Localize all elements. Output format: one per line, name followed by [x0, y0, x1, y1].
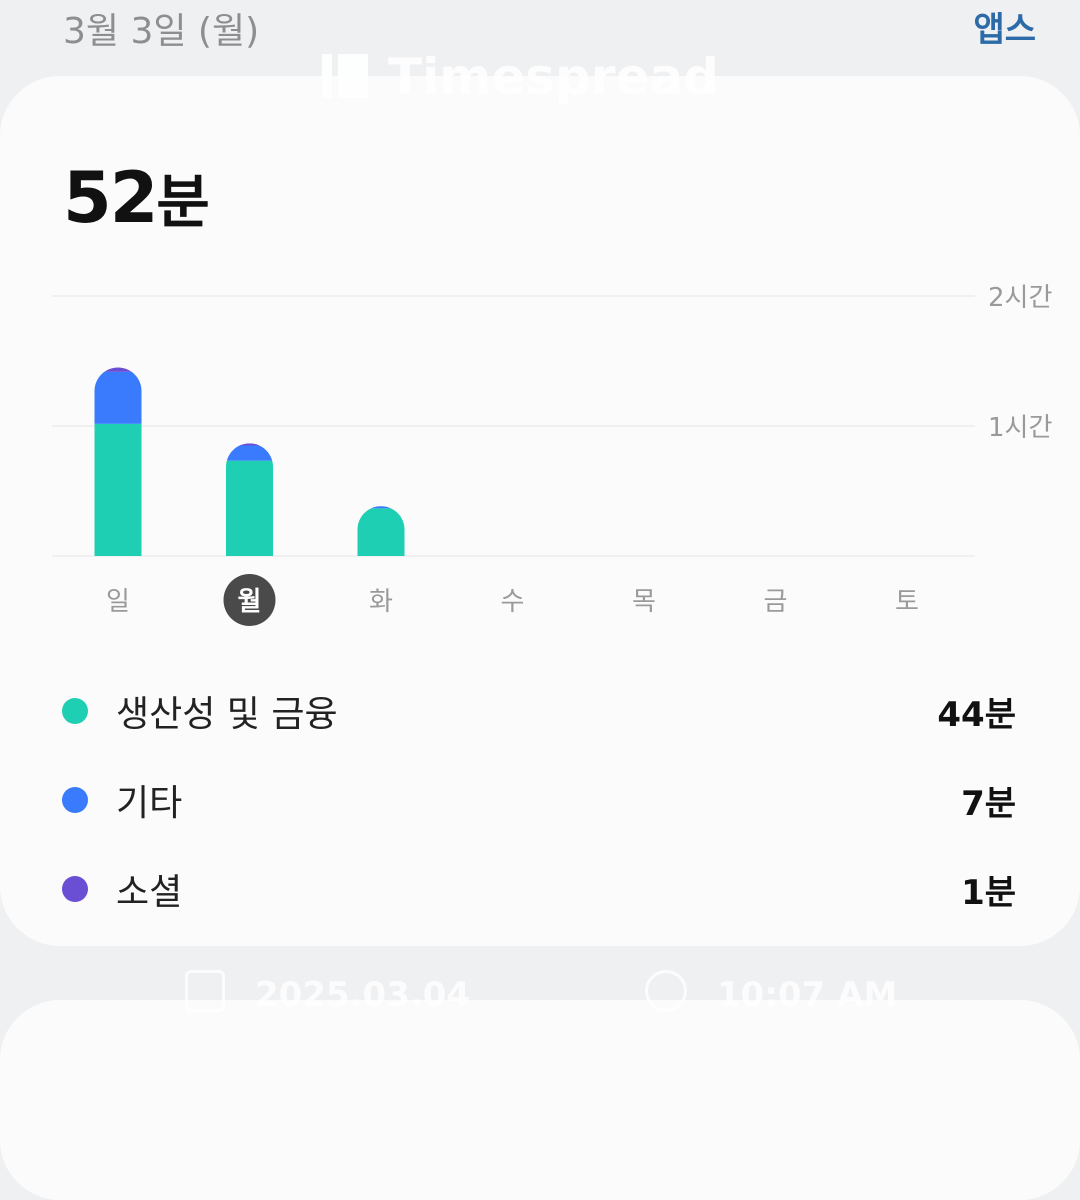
- date-label: 3월 3일 (월): [63, 11, 260, 52]
- watermark-date: 2025.03.04: [185, 970, 470, 1015]
- day-label[interactable]: 토: [895, 587, 919, 617]
- selected-day-marker: [223, 574, 276, 626]
- apps-link[interactable]: 앱스: [973, 10, 1036, 50]
- legend-item[interactable]: 기타 7분: [62, 775, 1016, 825]
- legend-label: 생산성 및 금융: [116, 694, 338, 735]
- total-unit: 분: [156, 168, 209, 236]
- bar-segment: [94, 423, 142, 556]
- legend-dot: [62, 698, 88, 724]
- total-value: 52: [63, 157, 158, 239]
- y-tick-label: 2시간: [988, 283, 1052, 313]
- legend-dot: [62, 876, 88, 902]
- alarm-clock-icon: [645, 970, 687, 1012]
- bar-segment: [357, 508, 405, 556]
- total-usage: 52분: [63, 155, 210, 239]
- bar-segment: [94, 367, 142, 372]
- legend-value: 44분: [937, 694, 1016, 735]
- y-tick-label: 1시간: [988, 413, 1052, 443]
- bar-segment: [226, 460, 273, 556]
- legend-label: 소셜: [116, 872, 183, 913]
- watermark-brand: Timespread: [322, 48, 719, 106]
- next-card: [0, 1000, 1080, 1200]
- day-label[interactable]: 월: [238, 587, 262, 617]
- day-label[interactable]: 금: [764, 587, 788, 617]
- legend-value: 1분: [961, 872, 1016, 913]
- usage-card: [0, 76, 1080, 946]
- bar-segment: [94, 371, 142, 424]
- legend-item[interactable]: 생산성 및 금융 44분: [62, 686, 1016, 736]
- day-label[interactable]: 수: [501, 587, 525, 617]
- day-label[interactable]: 목: [632, 587, 656, 617]
- day-label[interactable]: 화: [369, 587, 393, 617]
- bar-segment: [226, 443, 273, 446]
- legend-value: 7분: [961, 783, 1016, 824]
- brand-logo-icon: [322, 54, 368, 98]
- watermark-time: 10:07 AM: [645, 970, 897, 1015]
- legend-item[interactable]: 소셜 1분: [62, 864, 1016, 914]
- bar-segment: [226, 445, 273, 461]
- day-label[interactable]: 일: [106, 587, 130, 617]
- calendar-icon: [185, 970, 225, 1012]
- legend-label: 기타: [116, 783, 183, 824]
- legend-dot: [62, 787, 88, 813]
- bar-segment: [357, 506, 405, 509]
